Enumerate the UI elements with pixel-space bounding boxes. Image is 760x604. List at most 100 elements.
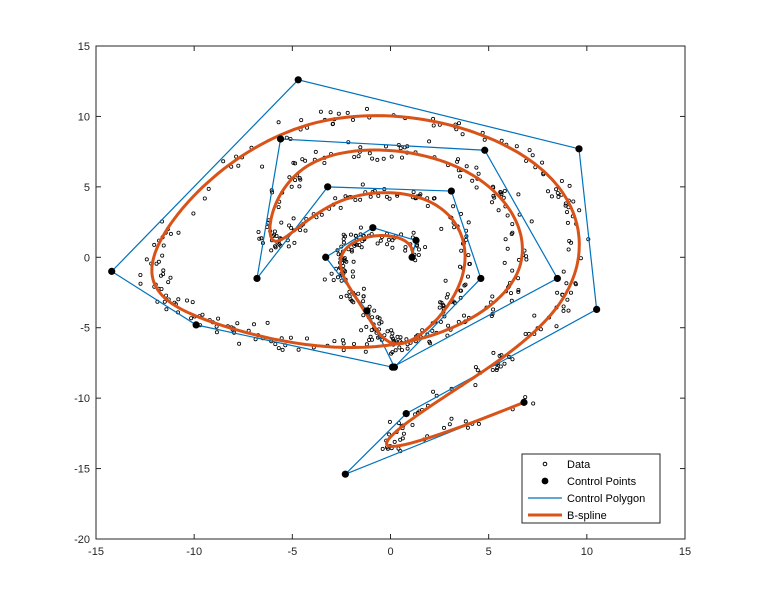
data-point — [490, 294, 495, 299]
data-point — [156, 259, 161, 264]
data-point — [287, 175, 292, 180]
data-point — [499, 192, 504, 197]
data-point — [356, 291, 361, 296]
data-point — [389, 154, 394, 159]
data-point — [465, 274, 470, 279]
control-point — [192, 321, 200, 329]
data-point — [269, 248, 274, 253]
data-point — [555, 290, 560, 295]
data-point — [447, 422, 452, 427]
data-point — [439, 226, 444, 231]
data-point — [431, 389, 436, 394]
data-point — [357, 243, 362, 248]
y-tick-label: 15 — [78, 41, 90, 53]
control-point — [575, 145, 583, 153]
data-point — [563, 201, 568, 206]
data-point — [289, 225, 294, 230]
data-point — [514, 144, 519, 149]
data-point — [389, 351, 394, 356]
data-point — [353, 197, 358, 202]
data-point — [564, 281, 569, 286]
data-point — [458, 288, 463, 293]
data-point — [260, 164, 265, 169]
data-point — [358, 225, 363, 230]
data-point — [491, 307, 496, 312]
data-point — [565, 220, 570, 225]
control-point — [408, 253, 416, 261]
data-point — [384, 194, 389, 199]
data-point — [206, 186, 211, 191]
data-point — [532, 313, 537, 318]
data-point — [538, 327, 543, 332]
data-point — [359, 245, 364, 250]
data-point — [161, 243, 166, 248]
data-point — [251, 322, 256, 327]
data-point — [443, 278, 448, 283]
control-point — [341, 470, 349, 478]
data-point — [489, 313, 494, 318]
data-point — [341, 341, 346, 346]
data-point — [176, 230, 181, 235]
data-point — [516, 289, 521, 294]
data-point — [464, 164, 469, 169]
data-point — [463, 419, 468, 424]
data-point — [555, 190, 560, 195]
data-point — [276, 205, 281, 210]
data-point — [369, 337, 374, 342]
data-point — [441, 304, 446, 309]
legend-control-points-marker — [541, 477, 549, 485]
data-point — [272, 229, 277, 234]
data-point — [364, 106, 369, 111]
data-point — [293, 178, 298, 183]
data-point — [351, 259, 356, 264]
data-point — [571, 199, 576, 204]
legend-data-label: Data — [567, 459, 591, 471]
data-point — [457, 264, 462, 269]
data-point — [476, 171, 481, 176]
x-tick-label: -10 — [186, 546, 202, 558]
data-point — [176, 297, 181, 302]
control-point — [324, 183, 332, 191]
data-point — [432, 196, 437, 201]
data-point — [491, 350, 496, 355]
data-point — [380, 446, 385, 451]
data-point — [161, 272, 166, 277]
data-point — [353, 233, 358, 238]
data-point — [138, 272, 143, 277]
data-point — [452, 225, 457, 230]
data-point — [425, 203, 430, 208]
y-tick-label: 5 — [84, 182, 90, 194]
data-point — [288, 335, 293, 340]
data-point — [423, 245, 428, 250]
legend-box — [521, 453, 661, 524]
data-point — [546, 189, 551, 194]
data-point — [398, 146, 403, 151]
control-point — [253, 274, 261, 283]
data-point — [567, 183, 572, 188]
data-point — [344, 293, 349, 298]
data-point — [449, 416, 454, 421]
x-tick-label: 10 — [581, 546, 593, 558]
data-point — [345, 110, 350, 115]
data-point — [191, 211, 196, 216]
data-point — [361, 294, 366, 299]
data-point — [298, 177, 303, 182]
control-point — [363, 307, 371, 315]
data-point — [418, 192, 423, 197]
data-point — [299, 118, 304, 123]
data-point — [565, 297, 570, 302]
control-point — [369, 224, 377, 232]
data-point — [335, 275, 340, 280]
data-point — [389, 328, 394, 333]
data-point — [358, 145, 363, 150]
data-point — [349, 249, 354, 254]
data-point — [386, 237, 391, 242]
data-point — [367, 151, 372, 156]
data-point — [338, 205, 343, 210]
data-point — [476, 421, 481, 426]
data-point — [399, 155, 404, 160]
data-point — [470, 178, 475, 183]
x-tick-label: 0 — [387, 546, 393, 558]
data-point — [339, 294, 344, 299]
